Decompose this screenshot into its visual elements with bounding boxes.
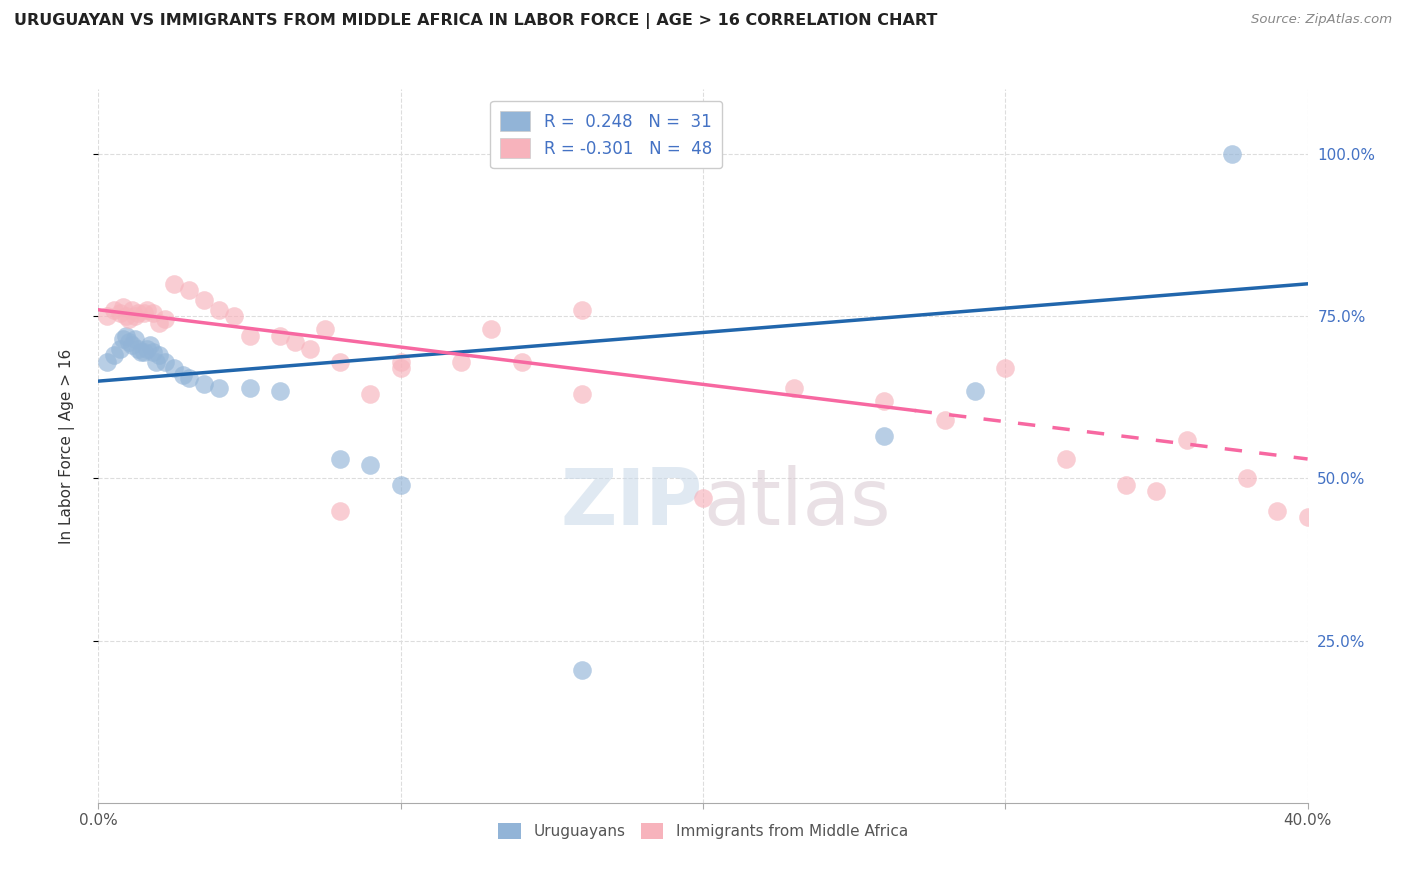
Point [172, 368, 194, 382]
Y-axis label: In Labor Force | Age > 16: In Labor Force | Age > 16 [59, 349, 75, 543]
Point [153, 354, 176, 368]
Point [135, 302, 157, 317]
Text: ZIP: ZIP [561, 465, 703, 541]
Point [114, 310, 136, 324]
Point [163, 277, 186, 291]
Point [135, 342, 157, 356]
Point [284, 335, 307, 350]
Point [360, 387, 382, 401]
Point [1327, 516, 1350, 531]
Point [124, 332, 146, 346]
Point [783, 381, 806, 395]
Point [127, 306, 149, 320]
Point [179, 371, 201, 385]
Point [1144, 484, 1167, 499]
Point [121, 302, 143, 317]
Point [571, 387, 593, 401]
Point [139, 338, 162, 352]
Point [114, 328, 136, 343]
Point [329, 504, 352, 518]
Text: URUGUAYAN VS IMMIGRANTS FROM MIDDLE AFRICA IN LABOR FORCE | AGE > 16 CORRELATION: URUGUAYAN VS IMMIGRANTS FROM MIDDLE AFRI… [14, 13, 938, 29]
Legend: Uruguayans, Immigrants from Middle Africa: Uruguayans, Immigrants from Middle Afric… [492, 817, 914, 845]
Point [96, 310, 118, 324]
Point [481, 322, 503, 336]
Point [153, 312, 176, 326]
Point [208, 381, 231, 395]
Point [145, 354, 167, 368]
Point [389, 361, 412, 376]
Point [127, 342, 149, 356]
Text: Source: ZipAtlas.com: Source: ZipAtlas.com [1251, 13, 1392, 27]
Point [1175, 433, 1198, 447]
Point [121, 338, 143, 352]
Point [163, 361, 186, 376]
Point [1357, 524, 1379, 538]
Point [193, 293, 215, 307]
Point [965, 384, 987, 398]
Point [103, 302, 125, 317]
Point [329, 452, 352, 467]
Point [148, 348, 170, 362]
Point [1054, 452, 1077, 467]
Point [179, 283, 201, 297]
Point [1296, 510, 1319, 524]
Point [269, 328, 291, 343]
Point [129, 345, 152, 359]
Point [510, 354, 533, 368]
Point [934, 413, 956, 427]
Point [142, 345, 165, 359]
Point [142, 306, 165, 320]
Point [1220, 147, 1243, 161]
Point [239, 328, 262, 343]
Point [208, 302, 231, 317]
Point [118, 312, 141, 326]
Point [389, 478, 412, 492]
Point [108, 306, 131, 320]
Point [103, 348, 125, 362]
Point [1115, 478, 1137, 492]
Point [193, 377, 215, 392]
Point [111, 300, 134, 314]
Point [360, 458, 382, 473]
Point [148, 316, 170, 330]
Point [450, 354, 472, 368]
Point [571, 302, 593, 317]
Point [108, 342, 131, 356]
Point [224, 310, 246, 324]
Point [118, 335, 141, 350]
Point [111, 332, 134, 346]
Point [96, 354, 118, 368]
Point [873, 429, 896, 443]
Point [571, 663, 593, 677]
Point [314, 322, 336, 336]
Point [994, 361, 1017, 376]
Point [239, 381, 262, 395]
Point [132, 306, 155, 320]
Point [389, 354, 412, 368]
Point [1236, 471, 1258, 485]
Point [132, 345, 155, 359]
Point [692, 491, 714, 505]
Text: atlas: atlas [703, 465, 890, 541]
Point [329, 354, 352, 368]
Point [269, 384, 291, 398]
Point [1267, 504, 1289, 518]
Point [299, 342, 322, 356]
Point [124, 310, 146, 324]
Point [873, 393, 896, 408]
